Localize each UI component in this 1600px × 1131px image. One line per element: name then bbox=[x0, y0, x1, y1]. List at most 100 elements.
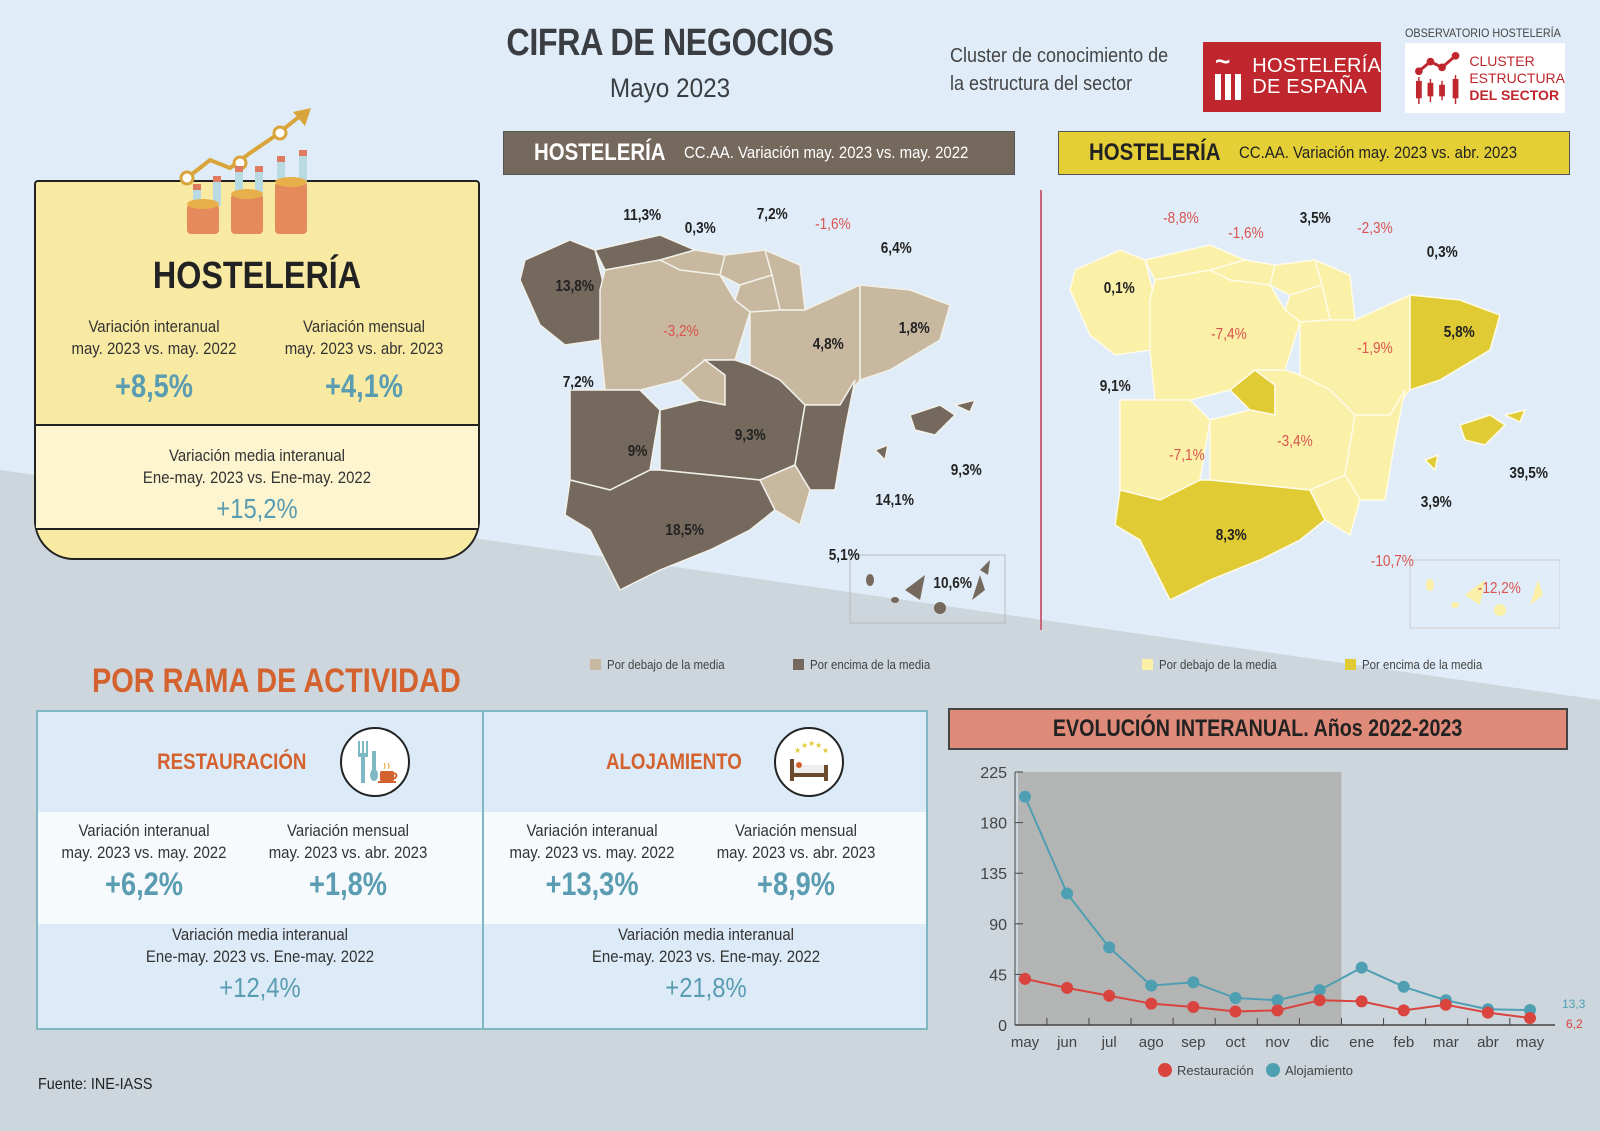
map1-header: HOSTELERÍA CC.AA. Variación may. 2023 vs… bbox=[503, 131, 1015, 175]
metric-period: may. 2023 vs. abr. 2023 bbox=[284, 339, 444, 358]
metric-value: +13,3% bbox=[545, 866, 639, 902]
svg-text:dic: dic bbox=[1310, 1034, 1330, 1051]
candlestick-chart-icon bbox=[1415, 51, 1460, 105]
metric-label: Variación mensual bbox=[303, 317, 425, 336]
svg-text:Restauración: Restauración bbox=[1177, 1063, 1254, 1078]
cluster-logo-line-3: DEL SECTOR bbox=[1469, 86, 1560, 103]
region-baleares bbox=[909, 404, 957, 436]
map1-label-cataluna: 1,8% bbox=[898, 320, 930, 337]
map1-label-extremadura: 9% bbox=[627, 443, 648, 460]
cluster-logo-line-2: ESTRUCTURA bbox=[1469, 69, 1565, 86]
map2-label-murcia: -10,7% bbox=[1370, 553, 1414, 570]
cluster-description: Cluster de conocimiento de la estructura… bbox=[950, 42, 1168, 98]
metric-label: Variación media interanual bbox=[617, 925, 795, 944]
map1-label-castilla-la-mancha: 9,3% bbox=[734, 427, 766, 444]
cluster-logo: CLUSTER ESTRUCTURA DEL SECTOR bbox=[1405, 43, 1565, 113]
cluster-line-2: la estructura del sector bbox=[950, 73, 1133, 95]
svg-text:6,2: 6,2 bbox=[1566, 1017, 1583, 1031]
metric-period: Ene-may. 2023 vs. Ene-may. 2022 bbox=[145, 947, 375, 966]
metric-period: may. 2023 vs. may. 2022 bbox=[61, 843, 227, 862]
svg-text:★: ★ bbox=[794, 746, 801, 755]
hosteleria-logo-mark-icon: ~ bbox=[1213, 48, 1244, 102]
metric-label: Variación interanual bbox=[88, 317, 220, 336]
map1-label-castilla-leon: -3,2% bbox=[663, 323, 699, 340]
map2-label-canarias: -12,2% bbox=[1477, 580, 1521, 597]
chart-header: EVOLUCIÓN INTERANUAL. Años 2022-2023 bbox=[948, 708, 1568, 750]
restauracion-mensual: Variación mensual may. 2023 vs. abr. 202… bbox=[248, 820, 448, 903]
map2-label-cantabria: -1,6% bbox=[1228, 225, 1264, 242]
alojamiento-mensual: Variación mensual may. 2023 vs. abr. 202… bbox=[696, 820, 896, 903]
hotel-bed-icon: ★ ★ ★ ★ ★ bbox=[773, 727, 844, 797]
legend-swatch-below bbox=[1142, 659, 1153, 670]
map2-label-castilla-la-mancha: -3,4% bbox=[1277, 433, 1313, 450]
svg-text:13,3: 13,3 bbox=[1562, 997, 1586, 1011]
svg-text:90: 90 bbox=[989, 917, 1007, 934]
legend-swatch-above bbox=[1344, 659, 1356, 670]
map2-label-extremadura: -7,1% bbox=[1169, 447, 1205, 464]
region-murcia bbox=[758, 464, 811, 527]
map2-header: HOSTELERÍA CC.AA. Variación may. 2023 vs… bbox=[1058, 131, 1570, 175]
hosteleria-summary-panel: HOSTELERÍA Variación interanual may. 202… bbox=[34, 180, 480, 560]
svg-text:Alojamiento: Alojamiento bbox=[1285, 1063, 1353, 1078]
growth-coins-icon bbox=[179, 108, 311, 234]
metric-value: +15,2% bbox=[216, 493, 298, 524]
metric-period: may. 2023 vs. may. 2022 bbox=[509, 843, 675, 862]
restauracion-media: Variación media interanual Ene-may. 2023… bbox=[38, 924, 482, 1004]
legend-swatch-below bbox=[590, 659, 601, 670]
map2-label-valencia: 3,9% bbox=[1420, 494, 1452, 511]
legend-below-label: Por debajo de la media bbox=[1159, 657, 1277, 672]
hosteleria-mensual: Variación mensual may. 2023 vs. abr. 202… bbox=[254, 316, 474, 405]
panel-lower-band bbox=[36, 424, 478, 530]
restauracion-interanual: Variación interanual may. 2023 vs. may. … bbox=[44, 820, 244, 903]
svg-text:nov: nov bbox=[1265, 1034, 1290, 1051]
map2-label-baleares: 39,5% bbox=[1509, 465, 1548, 482]
map2-label-cataluna: 5,8% bbox=[1443, 324, 1475, 341]
map2-label-pais-vasco: 3,5% bbox=[1299, 210, 1331, 227]
metric-value: +4,1% bbox=[325, 368, 403, 404]
metric-value: +6,2% bbox=[105, 866, 183, 902]
rama-panel: RESTAURACIÓN Variación interanual may. 2… bbox=[36, 710, 928, 1030]
alojamiento-label: ALOJAMIENTO bbox=[605, 749, 742, 774]
hosteleria-de-espana-logo: ~ HOSTELERÍA DE ESPAÑA bbox=[1203, 42, 1381, 112]
rama-title: POR RAMA DE ACTIVIDAD bbox=[92, 662, 461, 700]
map2-legend: Por debajo de la media Por encima de la … bbox=[1142, 657, 1498, 672]
svg-text:★: ★ bbox=[801, 741, 808, 750]
map2-label-aragon: -1,9% bbox=[1357, 340, 1393, 357]
restauracion-header: RESTAURACIÓN bbox=[144, 714, 410, 810]
page-title: CIFRA DE NEGOCIOS bbox=[506, 22, 834, 64]
map2-label-castilla-leon: -7,4% bbox=[1211, 326, 1247, 343]
metric-label: Variación interanual bbox=[78, 821, 210, 840]
alojamiento-header: ALOJAMIENTO ★ ★ ★ ★ ★ bbox=[594, 714, 844, 810]
map1-label-la-rioja: 6,4% bbox=[880, 240, 912, 257]
source-footer: Fuente: INE-IASS bbox=[38, 1076, 153, 1093]
maps-divider bbox=[1040, 190, 1042, 630]
svg-text:mar: mar bbox=[1433, 1034, 1459, 1051]
spain-map-monthly bbox=[1069, 244, 1560, 629]
svg-text:★: ★ bbox=[822, 746, 829, 755]
map1-header-title: HOSTELERÍA bbox=[534, 139, 666, 166]
svg-text:abr: abr bbox=[1477, 1034, 1499, 1051]
legend-below-label: Por debajo de la media bbox=[607, 657, 725, 672]
map1-label-aragon: 4,8% bbox=[812, 336, 844, 353]
metric-period: may. 2023 vs. abr. 2023 bbox=[716, 843, 876, 862]
metric-period: may. 2023 vs. abr. 2023 bbox=[268, 843, 428, 862]
metric-label: Variación mensual bbox=[735, 821, 857, 840]
map1-label-pais-vasco: 7,2% bbox=[756, 206, 788, 223]
svg-text:may: may bbox=[1011, 1034, 1040, 1051]
map1-legend: Por debajo de la media Por encima de la … bbox=[590, 657, 946, 672]
metric-label: Variación media interanual bbox=[168, 446, 346, 465]
svg-text:★: ★ bbox=[815, 741, 822, 750]
metric-period: may. 2023 vs. may. 2022 bbox=[71, 339, 237, 358]
restauracion-label: RESTAURACIÓN bbox=[157, 749, 307, 774]
map1-label-canarias: 10,6% bbox=[933, 575, 972, 592]
map2-label-galicia: 0,1% bbox=[1103, 280, 1135, 297]
spain-map-yearly bbox=[519, 234, 1006, 624]
map1-label-baleares: 9,3% bbox=[950, 462, 982, 479]
map1-label-andalucia: 18,5% bbox=[665, 522, 704, 539]
page-title-block: CIFRA DE NEGOCIOS Mayo 2023 bbox=[470, 22, 870, 104]
map1-label-navarra: -1,6% bbox=[815, 216, 851, 233]
svg-text:135: 135 bbox=[980, 866, 1007, 883]
metric-value: +8,5% bbox=[115, 368, 193, 404]
metric-label: Variación mensual bbox=[287, 821, 409, 840]
